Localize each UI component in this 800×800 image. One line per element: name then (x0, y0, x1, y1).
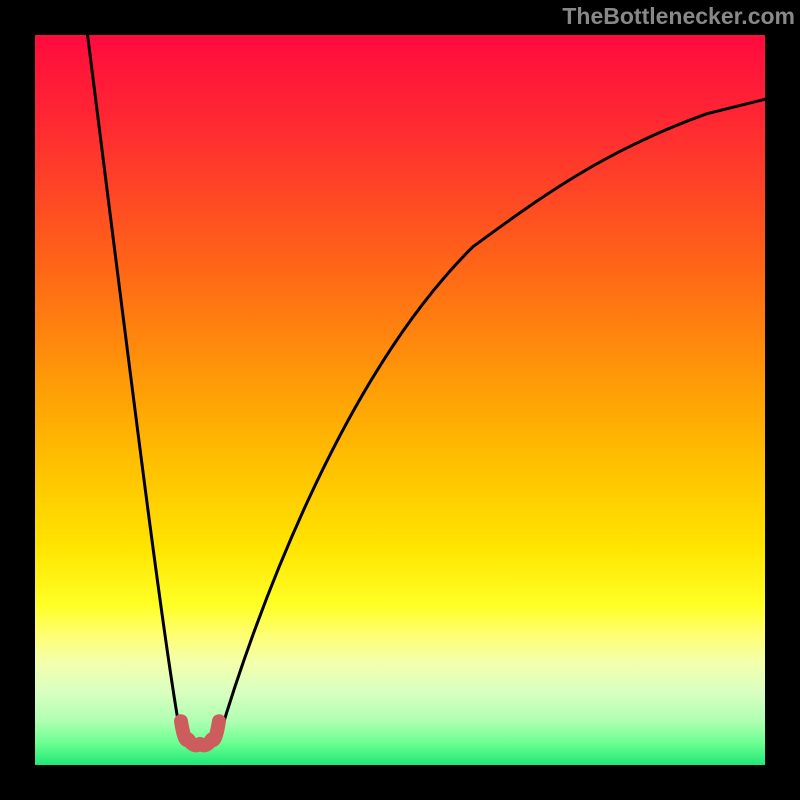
plot-area (35, 35, 765, 765)
chart-frame: TheBottlenecker.com (0, 0, 800, 800)
plot-svg (35, 35, 765, 765)
watermark-text: TheBottlenecker.com (562, 3, 795, 30)
gradient-background (35, 35, 765, 765)
